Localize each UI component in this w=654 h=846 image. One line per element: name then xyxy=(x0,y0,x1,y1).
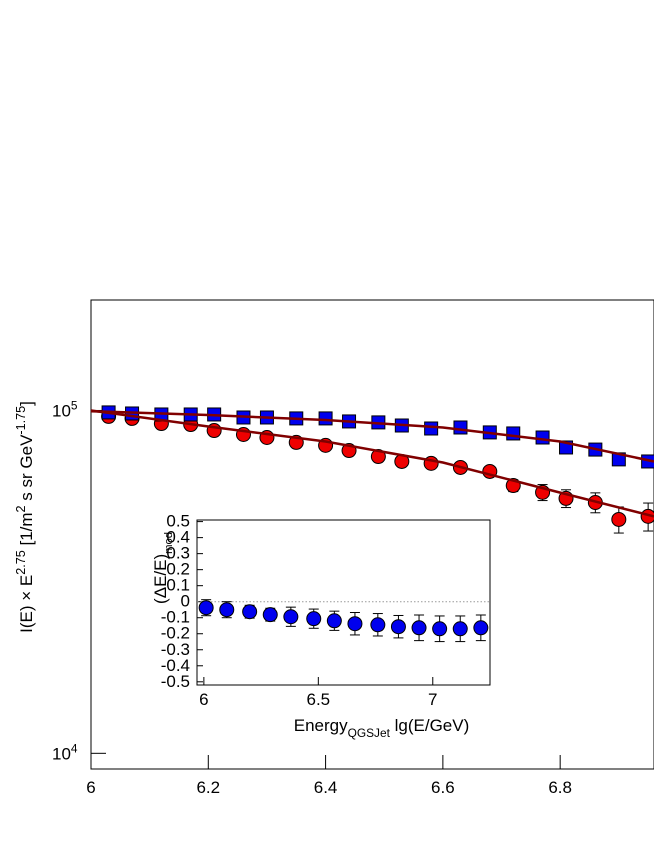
data-point xyxy=(453,420,468,435)
x-tick-label: 6.5 xyxy=(307,690,331,709)
data-point xyxy=(219,602,235,618)
plot-frame xyxy=(196,519,491,686)
y-tick-label: 0 xyxy=(181,592,190,611)
x-tick-label: 6.2 xyxy=(196,778,220,797)
y-axis-label-part: (ΔE/E) xyxy=(151,554,170,604)
data-point xyxy=(242,604,258,620)
y-axis-label-part: 2 xyxy=(14,505,28,512)
y-axis-label: (ΔE/E)mod xyxy=(151,532,175,604)
x-tick-label: 6.8 xyxy=(548,778,572,797)
x-axis-label-part: QGSJet xyxy=(348,726,391,740)
y-axis-label-part: 2.75 xyxy=(14,550,28,575)
y-tick-label: -0.3 xyxy=(161,640,190,659)
data-point xyxy=(370,617,386,633)
data-point xyxy=(432,621,448,637)
y-axis-label-part: ] xyxy=(17,401,36,406)
x-tick-label: 6.6 xyxy=(431,778,455,797)
y-tick-label: 0.4 xyxy=(166,528,190,547)
y-tick-label: -0.4 xyxy=(161,656,190,675)
x-tick-label: 6 xyxy=(199,690,208,709)
y-axis-label-part: s sr GeV xyxy=(17,434,36,506)
y-tick-label-part: 10 xyxy=(52,744,71,763)
y-axis-label-part: [1/m xyxy=(17,512,36,550)
y-axis-label: I(E) × E2.75 [1/m2 s sr GeV-1.75] xyxy=(14,401,36,633)
data-point xyxy=(424,421,439,436)
data-point xyxy=(306,611,322,627)
data-point xyxy=(347,616,363,632)
x-tick-label: 6 xyxy=(86,778,95,797)
y-tick-label: 0.2 xyxy=(166,560,190,579)
y-axis-label-part: mod xyxy=(163,532,175,554)
y-axis-label-part: I(E) × E xyxy=(17,575,36,633)
data-point xyxy=(452,621,468,637)
y-tick-label: 0.3 xyxy=(166,544,190,563)
data-point xyxy=(473,620,489,636)
data-point xyxy=(370,449,386,465)
fit-line xyxy=(90,409,654,518)
x-tick-label: 6.4 xyxy=(314,778,338,797)
y-tick-label-part: 5 xyxy=(71,398,78,412)
fit-line xyxy=(90,409,654,463)
x-tick-label: 7 xyxy=(428,690,437,709)
y-tick-label: 104 xyxy=(52,741,78,763)
y-axis-label-part: -1.75 xyxy=(14,406,28,435)
y-tick-label-part: 10 xyxy=(52,401,71,420)
data-point xyxy=(535,430,550,445)
data-point xyxy=(262,607,278,623)
y-tick-label-part: 4 xyxy=(71,741,78,755)
data-point xyxy=(506,426,521,441)
data-point xyxy=(326,613,342,629)
data-point xyxy=(411,620,427,636)
y-tick-label: 105 xyxy=(52,398,78,420)
x-axis-label: EnergyQGSJet lg(E/GeV) xyxy=(294,716,470,740)
y-tick-label: -0.5 xyxy=(161,672,190,691)
data-point xyxy=(198,600,214,616)
data-point xyxy=(318,411,333,426)
y-tick-label: -0.1 xyxy=(161,608,190,627)
y-tick-label: -0.2 xyxy=(161,624,190,643)
data-point xyxy=(611,511,627,527)
y-tick-label: 0.1 xyxy=(166,576,190,595)
data-point xyxy=(283,609,299,625)
y-tick-label: 0.5 xyxy=(166,512,190,531)
x-axis-label-part: Energy xyxy=(294,716,348,735)
data-point xyxy=(390,619,406,635)
x-axis-label-part: lg(E/GeV) xyxy=(390,716,469,735)
